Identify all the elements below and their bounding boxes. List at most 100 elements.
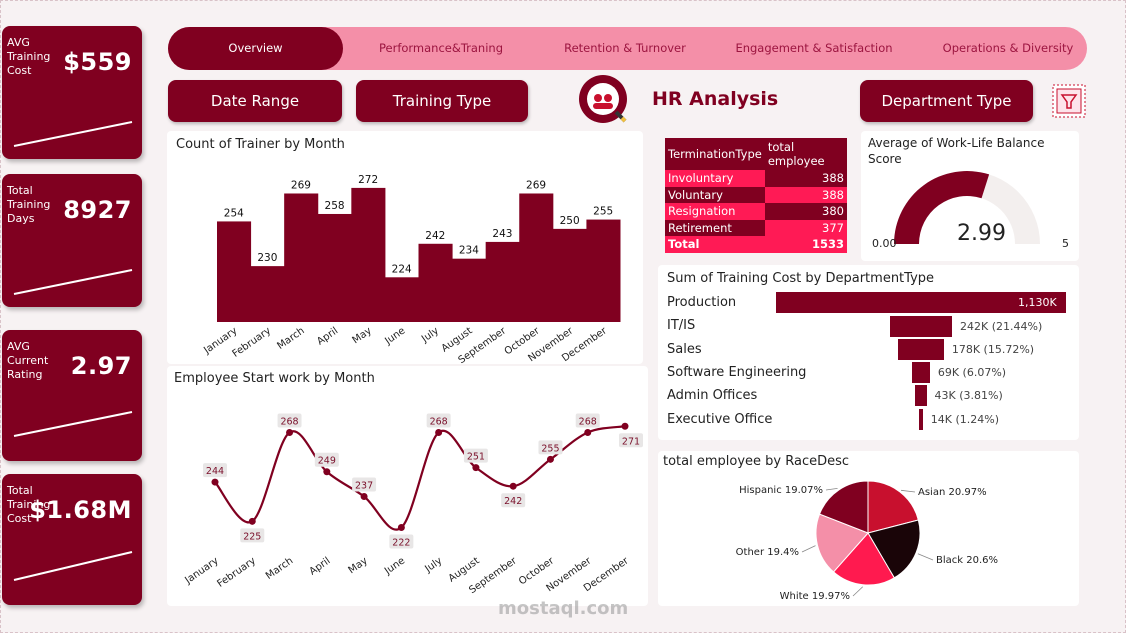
pie-slice [867, 519, 921, 579]
bar [552, 228, 587, 322]
filter-funnel-icon[interactable] [1052, 84, 1086, 118]
x-tick-label: March [264, 555, 295, 581]
x-tick-label: April [308, 555, 333, 577]
pie-leader-line [801, 545, 816, 553]
dept-cost-value: 178K (15.72%) [951, 343, 1035, 356]
dept-label: Sales [667, 342, 702, 357]
bar [418, 243, 453, 322]
data-label-box [463, 448, 488, 463]
bar-data-label: 272 [358, 174, 378, 186]
pie-label: Black 20.6% [936, 555, 998, 566]
kpi-value: 2.97 [70, 352, 132, 380]
bar-data-label: 234 [459, 245, 479, 257]
bar [351, 187, 386, 322]
bar [586, 219, 621, 322]
termination-table: TerminationType total employee Involunta… [665, 138, 847, 253]
kpi-label: AVG Training Cost [7, 36, 51, 77]
data-label: 244 [206, 466, 224, 477]
data-label-box [619, 433, 643, 448]
kpi-card-avg-current-rating: AVG Current Rating 2.97 [2, 330, 142, 461]
bar-data-label: 230 [257, 252, 277, 264]
table-row: Voluntary 388 [665, 186, 847, 203]
data-point [397, 524, 405, 532]
dept-cost-bar [898, 339, 944, 360]
bar [452, 258, 487, 322]
bar-data-label: 254 [224, 207, 244, 219]
data-label-box [538, 440, 563, 455]
bar [384, 277, 419, 322]
data-label: 271 [622, 436, 640, 447]
kpi-card-avg-training-cost: AVG Training Cost $559 [2, 26, 142, 159]
kpi-card-total-training-days: Total Training Days 8927 [2, 174, 142, 307]
x-tick-label: July [422, 555, 444, 575]
pie-slice [832, 532, 895, 586]
work-life-gauge [894, 171, 1040, 244]
series-line [214, 425, 626, 531]
pie-label: Other 19.4% [736, 547, 799, 558]
data-label: 222 [392, 538, 410, 549]
data-label-box [240, 528, 265, 543]
bar [519, 193, 554, 322]
table-cell: Voluntary [665, 186, 765, 203]
dept-label: Executive Office [667, 412, 773, 427]
bar [317, 213, 352, 322]
data-point [546, 455, 554, 463]
data-point [584, 428, 592, 436]
data-point [621, 422, 629, 430]
bar [485, 241, 520, 322]
data-label: 255 [541, 443, 559, 454]
bar [250, 266, 285, 322]
pie-label: Hispanic 19.07% [739, 485, 823, 496]
gauge-value: 2.99 [957, 221, 1006, 246]
pie-leader-line [917, 553, 934, 561]
bar [217, 221, 252, 322]
tab-engagement-satisfaction[interactable]: Engagement & Satisfaction [735, 41, 893, 55]
dept-cost-value: 69K (6.07%) [937, 366, 1007, 379]
table-row: Involuntary 388 [665, 170, 847, 187]
column-header[interactable]: total employee [764, 138, 847, 170]
table-total-row: Total 1533 [665, 236, 847, 253]
pie-label: Asian 20.97% [918, 487, 987, 498]
column-header[interactable]: TerminationType [665, 138, 765, 170]
gauge-fill [894, 171, 990, 244]
table-cell: Resignation [665, 203, 765, 220]
trend-line-icon [13, 121, 133, 147]
bar [284, 193, 319, 322]
gauge-max-label: 5 [1062, 237, 1069, 250]
race-pie-chart: Asian 20.97% Black 20.6% White 19.97% Other… [736, 480, 998, 602]
x-tick-label: June [382, 325, 407, 347]
dept-cost-value: 43K (3.81%) [934, 389, 1003, 402]
pie-slice [867, 480, 919, 534]
bar-data-label: 255 [593, 206, 613, 218]
dept-cost-value: 242K (21.44%) [960, 320, 1043, 333]
pie-slice [815, 513, 869, 573]
date-range-button[interactable]: Date Range [168, 80, 342, 122]
training-type-button[interactable]: Training Type [356, 80, 528, 122]
tab-performance-training[interactable]: Performance&Traning [378, 41, 504, 55]
chart-title: Sum of Training Cost by DepartmentType [667, 271, 935, 286]
data-label-box [203, 463, 227, 478]
data-label: 225 [243, 531, 261, 542]
x-tick-label: May [351, 325, 374, 346]
dept-cost-bar [912, 362, 930, 383]
department-type-button[interactable]: Department Type [860, 80, 1033, 122]
data-point [435, 428, 443, 436]
tab-overview[interactable]: Overview [168, 27, 343, 70]
data-label: 268 [280, 416, 298, 427]
dept-cost-bar [889, 316, 953, 337]
tab-operations-diversity[interactable]: Operations & Diversity [942, 41, 1074, 55]
employee-start-panel: Employee Start work by Month 244 January 2… [167, 366, 648, 606]
data-label-box [426, 413, 451, 428]
x-tick-label: May [347, 555, 370, 576]
employee-start-line-chart: 244January225February268March249April237… [183, 413, 643, 596]
kpi-value: $1.68M [29, 496, 132, 524]
table-cell: 1533 [764, 236, 847, 253]
chart-title: Employee Start work by Month [174, 371, 375, 386]
pie-leader-line [852, 586, 864, 597]
table-row: Retirement 377 [665, 219, 847, 236]
data-label-box [314, 452, 339, 467]
pie-leader-line [825, 488, 838, 491]
data-label: 251 [467, 452, 485, 463]
dept-cost-bar [915, 385, 927, 406]
tab-retention-turnover[interactable]: Retention & Turnover [564, 41, 686, 55]
